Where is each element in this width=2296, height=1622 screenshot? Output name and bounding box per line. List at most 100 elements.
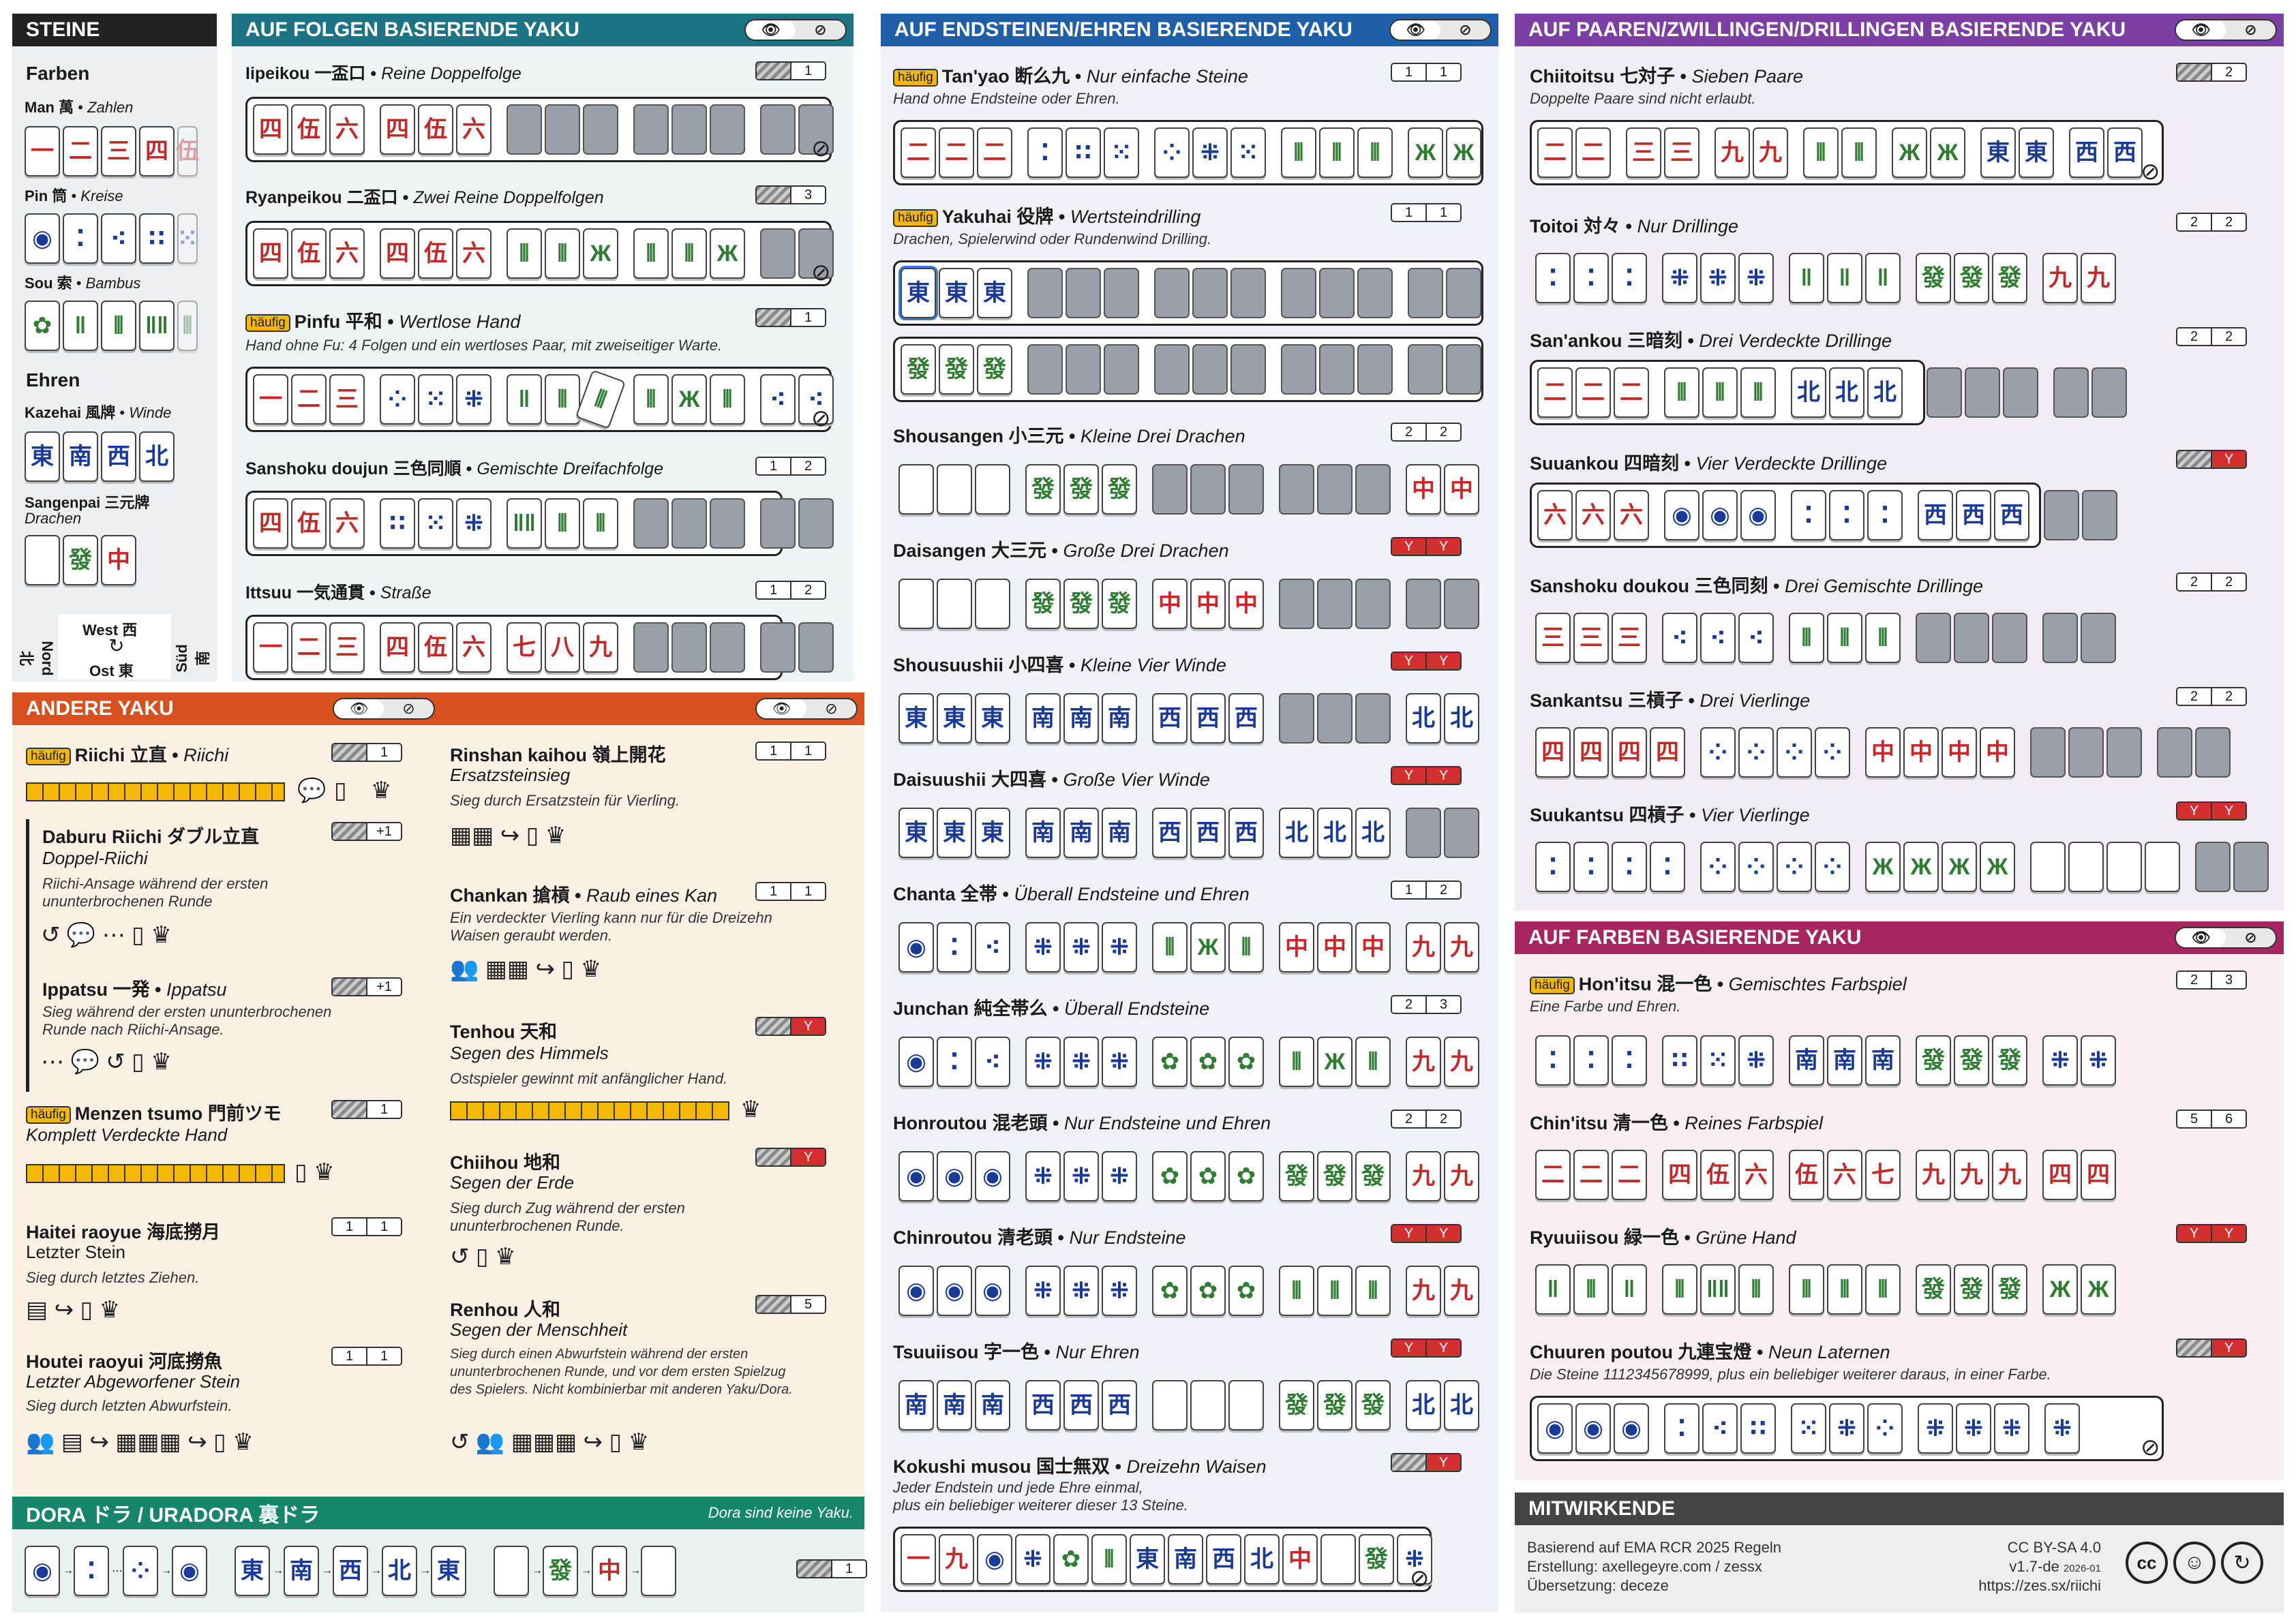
andere-visibility-toggle-right[interactable]: 👁 ⊘ — [755, 698, 858, 720]
placeholder-tile — [2233, 842, 2269, 892]
mahjong-tile: ∷ — [380, 498, 415, 549]
mahjong-tile: 發 — [1916, 1264, 1951, 1315]
menzen-icons: ▯ ♛ — [294, 1159, 335, 1185]
mahjong-tile: 南 — [1168, 1534, 1203, 1585]
eye-off-icon[interactable]: ⊘ — [2244, 21, 2257, 38]
chuuren-tiles: ◉ ◉ ◉ ⁚ ⁖ ∷ ⁙ ⁜ ⁘ ⁜ ⁜ ⁜ ⁜ — [1530, 1396, 2164, 1461]
kokushi-desc1: Jeder Endstein und jede Ehre einmal, — [893, 1479, 1143, 1496]
paare-visibility-toggle[interactable]: 👁 ⊘ — [2175, 19, 2277, 41]
mahjong-tile: 伍 — [1789, 1150, 1824, 1200]
mahjong-tile: ‖ — [1535, 1264, 1571, 1315]
placeholder-tile — [1446, 344, 1481, 395]
mahjong-tile — [2068, 842, 2104, 892]
andere-header: ANDERE YAKU — [12, 692, 864, 725]
iipeikou-tiles: 四伍六四伍六 — [245, 97, 834, 162]
mahjong-tile: ⦀ — [671, 228, 707, 279]
mahjong-tile: 六 — [1738, 1150, 1774, 1200]
eye-icon[interactable]: 👁 — [757, 699, 806, 718]
eye-off-icon[interactable]: ⊘ — [2244, 929, 2257, 946]
endsteine-visibility-toggle[interactable]: 👁 ⊘ — [1389, 19, 1492, 41]
farben-panel: AUF FARBEN BASIERENDE YAKU 👁 ⊘ häufig Hon'… — [1515, 921, 2284, 1480]
mahjong-tile: ⦀ — [1803, 127, 1839, 178]
man-label: Man 萬 — [25, 99, 74, 116]
eye-icon[interactable]: 👁 — [1391, 20, 1440, 40]
mahjong-tile: ⁘ — [380, 374, 415, 425]
mahjong-tile: ◉ — [1575, 1403, 1611, 1454]
mahjong-tile: 伍 — [291, 498, 327, 549]
kaze-label: Kazehai 風牌 — [25, 404, 116, 421]
mahjong-tile: ⦀ — [545, 498, 580, 549]
project-url[interactable]: https://zes.sx/riichi — [1978, 1577, 2101, 1594]
ryanpeikou-tiles: 四伍六四伍六 ⦀ ⦀ Ж ⦀ ⦀ Ж — [245, 221, 834, 286]
tile-man-5: 伍 — [176, 126, 199, 177]
mahjong-tile: ⁘ — [1867, 1403, 1903, 1454]
mahjong-tile — [898, 464, 934, 515]
eye-off-icon[interactable]: ⊘ — [814, 21, 827, 38]
mahjong-tile: ⦀ — [1789, 613, 1824, 663]
mahjong-tile: 二 — [1575, 367, 1611, 418]
mahjong-tile: 西 — [1102, 1380, 1137, 1430]
sankantsu-tiles: 四四四四 ⁘ ⁘ ⁘ ⁘ 中中中中 — [1535, 720, 2233, 785]
mahjong-tile: ⁜ — [1738, 1035, 1774, 1086]
andere-visibility-toggle-left[interactable]: 👁 ⊘ — [333, 698, 435, 720]
eye-icon[interactable]: 👁 — [334, 699, 384, 718]
placeholder-tile — [1104, 344, 1139, 395]
iipeikou-name: Iipeikou 一盃口 — [245, 64, 366, 83]
mahjong-tile: 南 — [975, 1380, 1010, 1430]
eye-icon[interactable]: 👁 — [2176, 928, 2226, 947]
mahjong-tile: 二 — [291, 374, 327, 425]
mahjong-tile: 東 — [1130, 1534, 1165, 1585]
ryanpeikou-name: Ryanpeikou 二盃口 — [245, 188, 398, 207]
mahjong-tile: 西 — [2107, 127, 2143, 178]
rinshan-desc: Sieg durch Ersatzstein für Vierling. — [450, 792, 680, 809]
folgen-visibility-toggle[interactable]: 👁 ⊘ — [744, 19, 847, 41]
farben-visibility-toggle[interactable]: 👁 ⊘ — [2175, 927, 2277, 949]
mahjong-tile: 九 — [1753, 127, 1788, 178]
dora-sequence: ◉ → ⁚ ⋯ ⁘ → ◉ 東 → 南 → 西 → 北 → 東 → 發 → 中 → — [25, 1540, 679, 1602]
haitei-name: Haitei raoyue 海底撈月 — [26, 1222, 221, 1242]
mahjong-tile: 九 — [1406, 922, 1441, 973]
placeholder-tile — [760, 498, 796, 549]
eye-off-icon[interactable]: ⊘ — [1459, 21, 1472, 38]
compass-west: West 西 — [82, 622, 138, 639]
chiihou-name: Chiihou 地和 — [450, 1152, 560, 1173]
chiihou-icons: ↺ ▯ ♛ — [450, 1244, 516, 1270]
compass-sued: Süd 南 — [173, 644, 211, 673]
mahjong-tile: 北 — [1829, 367, 1864, 418]
ippatsu-desc1: Sieg während der ersten ununterbrochenen — [42, 1003, 332, 1020]
eye-off-icon[interactable]: ⊘ — [825, 700, 838, 717]
eye-off-icon[interactable]: ⊘ — [402, 700, 415, 717]
mitwirkende-panel: MITWIRKENDE Basierend auf EMA RCR 2025 R… — [1515, 1493, 2284, 1612]
junchan-tiles: ◉ ⁚ ⁖ ⁜ ⁜ ⁜ ✿ ✿ ✿ ⦀ Ж ⦀ 九九 — [898, 1029, 1482, 1095]
folgen-title: AUF FOLGEN BASIERENDE YAKU — [245, 18, 580, 41]
tile-man-1: 一 — [25, 126, 60, 177]
folgen-panel: AUF FOLGEN BASIERENDE YAKU 👁 ⊘ Iipeikou 一… — [232, 14, 854, 682]
mahjong-tile: 二 — [977, 127, 1012, 178]
placeholder-tile — [1066, 268, 1101, 318]
yakuhai-haeufig-badge: häufig — [893, 209, 938, 227]
mahjong-tile: ⁚ — [1612, 1035, 1647, 1086]
rinshan-icons: ▦▦ ↪ ▯ ♛ — [450, 823, 567, 848]
tanyao-name: Tan'yao 断么九 — [941, 66, 1070, 87]
mahjong-tile: 七 — [507, 622, 542, 673]
mahjong-tile: ⁜ — [1025, 922, 1061, 973]
mahjong-tile: 中 — [1282, 1534, 1318, 1585]
shousuushii-sub: Kleine Vier Winde — [1080, 655, 1226, 675]
mahjong-tile: 九 — [583, 622, 618, 673]
placeholder-tile — [1357, 344, 1393, 395]
mahjong-tile: 三 — [1626, 127, 1661, 178]
mahjong-tile: Ж — [671, 374, 707, 425]
placeholder-tile — [671, 498, 707, 549]
eye-icon[interactable]: 👁 — [2176, 20, 2226, 40]
eye-icon[interactable]: 👁 — [746, 20, 796, 40]
mahjong-tile: 二 — [939, 127, 974, 178]
placeholder-tile — [2091, 367, 2127, 418]
mahjong-tile: ⁙ — [418, 374, 453, 425]
rinshan-sub: Ersatzsteinsieg — [450, 765, 571, 785]
haitei-icons: ▤ ↪ ▯ ♛ — [26, 1297, 121, 1323]
chanta-sub: Überall Endsteine und Ehren — [1014, 884, 1250, 904]
chiihou-han: Y — [755, 1148, 826, 1167]
mahjong-tile: 西 — [1190, 693, 1226, 744]
